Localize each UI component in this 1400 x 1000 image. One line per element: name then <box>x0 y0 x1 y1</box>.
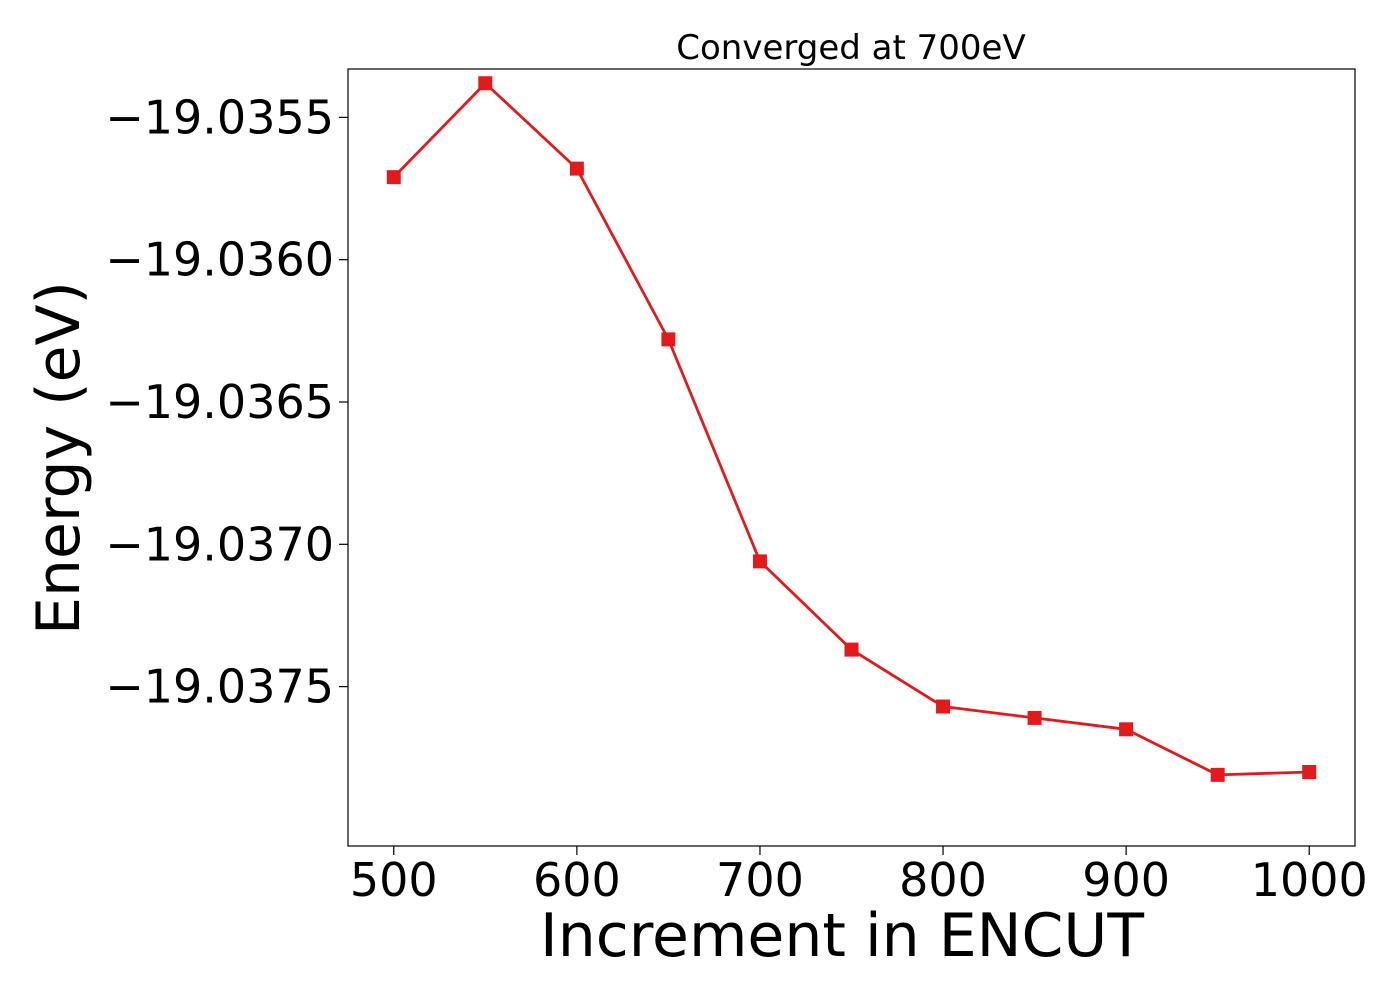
x-tick-label: 700 <box>716 853 804 907</box>
data-point-marker <box>1302 765 1317 779</box>
series-layer <box>386 76 1317 782</box>
x-axis-label: Increment in ENCUT <box>540 901 1144 971</box>
y-axis-ticks: −19.0355 −19.0360 −19.0365 −19.0370 −19.0375 <box>105 90 348 714</box>
series-line <box>392 81 1310 777</box>
y-tick-label: −19.0360 <box>105 233 334 287</box>
data-point-marker <box>478 76 493 91</box>
x-tick-label: 500 <box>350 853 438 907</box>
chart-title: Converged at 700eV <box>676 28 1025 68</box>
data-point-marker <box>1119 722 1134 737</box>
x-tick-label: 1000 <box>1251 853 1368 907</box>
y-tick-label: −19.0365 <box>105 375 334 429</box>
x-tick-label: 800 <box>899 853 987 907</box>
y-tick-label: −19.0370 <box>105 517 334 571</box>
y-axis-label: Energy (eV) <box>24 281 94 635</box>
data-point-marker <box>661 332 676 347</box>
y-tick-label: −19.0355 <box>105 90 334 144</box>
data-point-marker <box>1210 767 1225 782</box>
x-axis-ticks: 500 600 700 800 900 1000 <box>350 846 1368 907</box>
data-point-marker <box>1027 710 1042 725</box>
data-point-marker <box>936 699 951 714</box>
x-tick-label: 900 <box>1082 853 1170 907</box>
data-point-marker <box>569 161 584 176</box>
data-point-marker <box>752 554 767 569</box>
data-point-marker <box>844 642 859 657</box>
x-tick-label: 600 <box>533 853 621 907</box>
plot-area-frame <box>347 68 1356 847</box>
y-tick-label: −19.0375 <box>105 660 334 714</box>
data-point-marker <box>386 170 401 185</box>
